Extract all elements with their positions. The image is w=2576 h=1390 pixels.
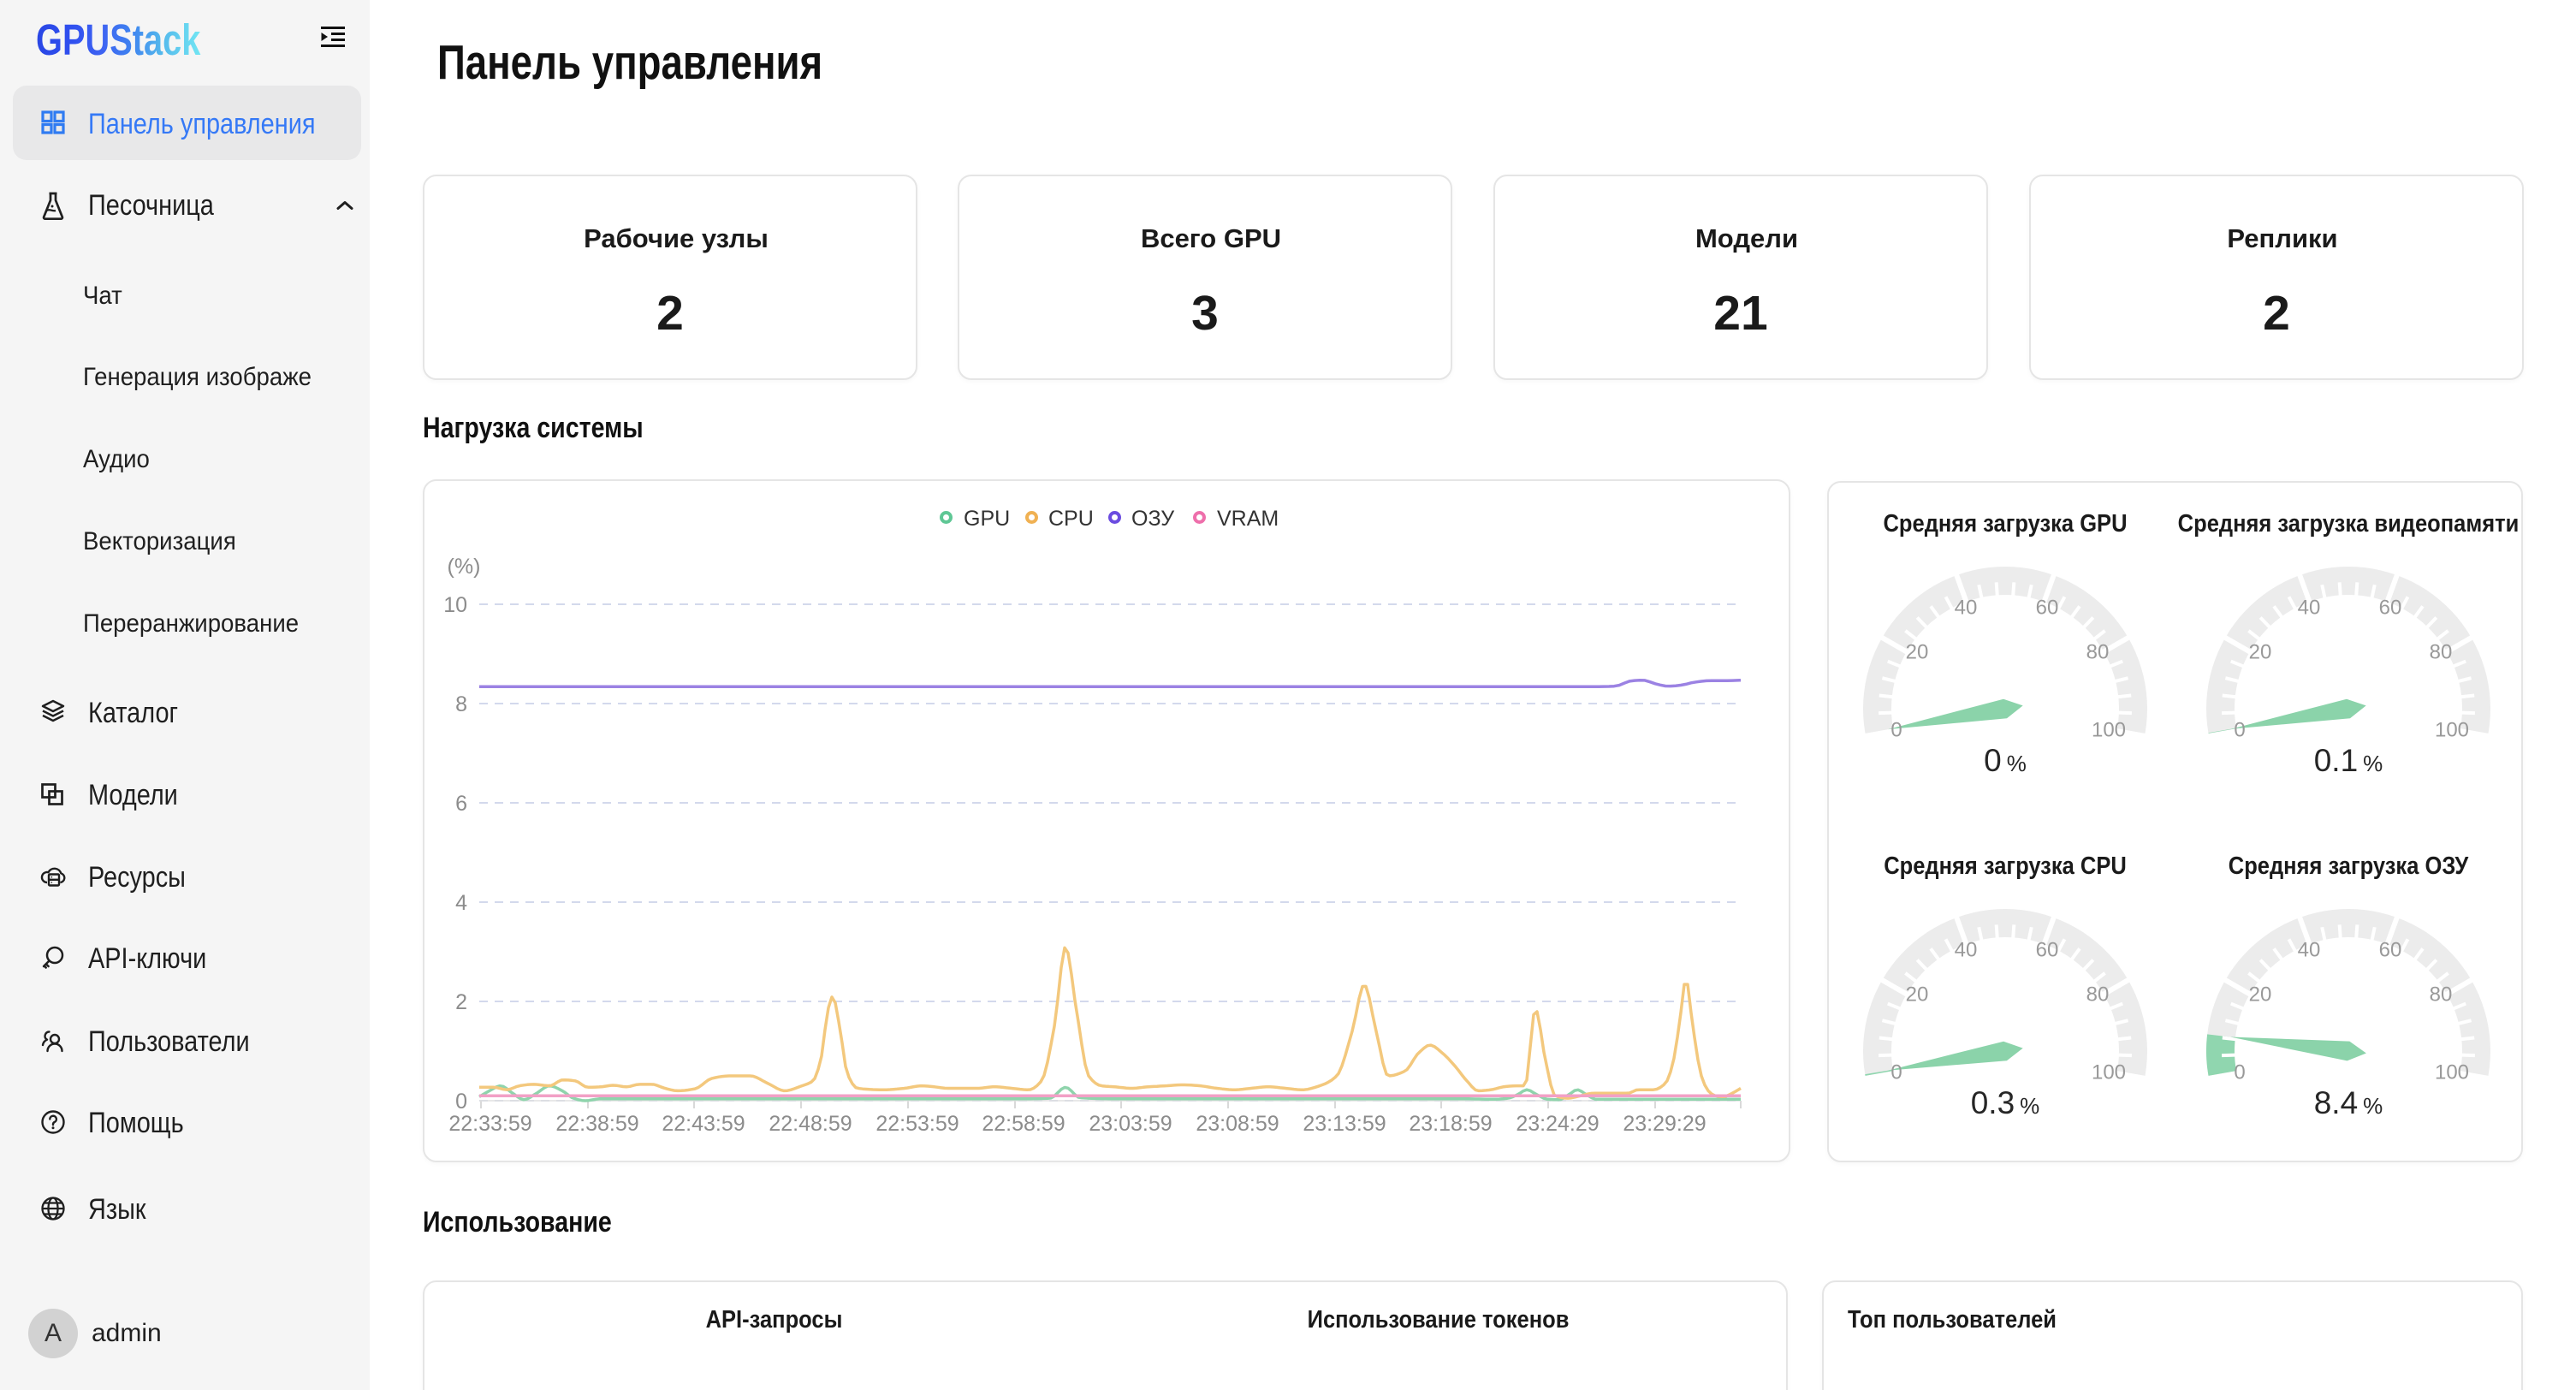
- svg-text:20: 20: [1906, 641, 1929, 664]
- svg-text:22:48:59: 22:48:59: [769, 1112, 852, 1136]
- svg-text:0: 0: [1890, 1061, 1902, 1084]
- svg-text:60: 60: [2379, 597, 2402, 620]
- svg-text:80: 80: [2430, 983, 2453, 1007]
- svg-text:10: 10: [443, 593, 467, 617]
- svg-text:40: 40: [1955, 939, 1978, 962]
- svg-text:20: 20: [2249, 641, 2272, 664]
- svg-text:(%): (%): [448, 555, 481, 579]
- svg-text:22:38:59: 22:38:59: [555, 1112, 638, 1136]
- svg-text:100: 100: [2435, 719, 2469, 742]
- svg-text:0: 0: [455, 1090, 467, 1114]
- svg-text:23:13:59: 23:13:59: [1303, 1112, 1386, 1136]
- svg-text:60: 60: [2379, 939, 2402, 962]
- svg-text:6: 6: [455, 792, 467, 816]
- svg-text:0: 0: [2234, 1061, 2245, 1084]
- svg-text:23:18:59: 23:18:59: [1409, 1112, 1492, 1136]
- svg-text:22:33:59: 22:33:59: [448, 1112, 531, 1136]
- svg-text:0: 0: [1890, 719, 1902, 742]
- svg-text:4: 4: [455, 891, 467, 915]
- svg-text:100: 100: [2092, 1061, 2126, 1084]
- svg-text:23:24:29: 23:24:29: [1516, 1112, 1599, 1136]
- svg-text:2: 2: [455, 990, 467, 1014]
- svg-text:60: 60: [2036, 939, 2059, 962]
- svg-text:100: 100: [2092, 719, 2126, 742]
- svg-text:40: 40: [2298, 597, 2321, 620]
- svg-text:80: 80: [2086, 641, 2110, 664]
- svg-text:23:08:59: 23:08:59: [1196, 1112, 1279, 1136]
- svg-text:40: 40: [2298, 939, 2321, 962]
- svg-text:20: 20: [1906, 983, 1929, 1007]
- svg-text:22:58:59: 22:58:59: [982, 1112, 1065, 1136]
- svg-text:60: 60: [2036, 597, 2059, 620]
- svg-text:8: 8: [455, 692, 467, 716]
- svg-text:23:29:29: 23:29:29: [1623, 1112, 1706, 1136]
- svg-text:0: 0: [2234, 719, 2245, 742]
- svg-text:100: 100: [2435, 1061, 2469, 1084]
- svg-text:40: 40: [1955, 597, 1978, 620]
- svg-text:20: 20: [2249, 983, 2272, 1007]
- svg-text:22:43:59: 22:43:59: [662, 1112, 745, 1136]
- svg-text:22:53:59: 22:53:59: [875, 1112, 959, 1136]
- svg-text:80: 80: [2430, 641, 2453, 664]
- svg-text:80: 80: [2086, 983, 2110, 1007]
- svg-text:23:03:59: 23:03:59: [1089, 1112, 1172, 1136]
